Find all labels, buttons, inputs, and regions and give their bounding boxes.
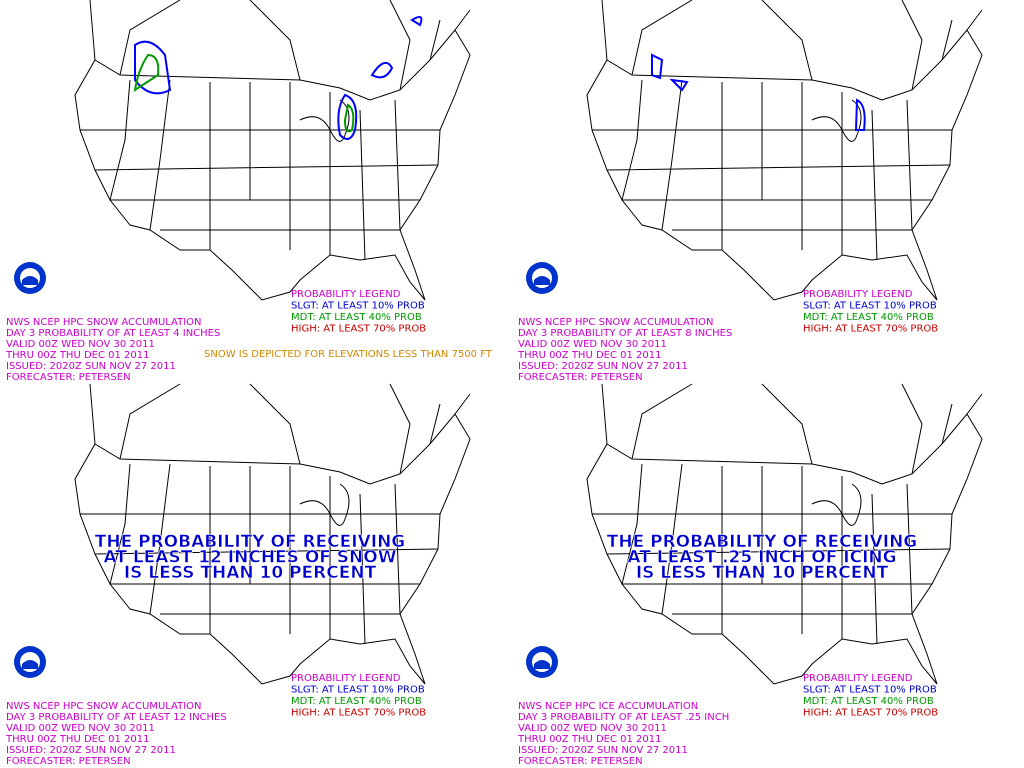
- legend-entry: MDT: AT LEAST 40% PROB: [803, 312, 934, 323]
- legend-entry: HIGH: AT LEAST 70% PROB: [803, 708, 938, 719]
- noaa-logo: [526, 646, 558, 678]
- forecast-info: NWS NCEP HPC SNOW ACCUMULATION: [518, 317, 714, 328]
- forecast-info: FORECASTER: PETERSEN: [6, 756, 131, 767]
- forecast-info: NWS NCEP HPC SNOW ACCUMULATION: [6, 317, 202, 328]
- forecast-info: VALID 00Z WED NOV 30 2011: [6, 339, 155, 350]
- legend-entry: HIGH: AT LEAST 70% PROB: [291, 708, 426, 719]
- forecast-info: VALID 00Z WED NOV 30 2011: [518, 723, 667, 734]
- slight-area: [651, 53, 866, 131]
- legend-title: PROBABILITY LEGEND: [291, 289, 401, 300]
- legend-entry: SLGT: AT LEAST 10% PROB: [291, 301, 425, 312]
- probability-message: THE PROBABILITY OF RECEIVING: [607, 532, 918, 552]
- legend-title: PROBABILITY LEGEND: [803, 673, 913, 684]
- probability-message: AT LEAST .25 INCH OF ICING: [627, 548, 896, 568]
- legend-entry: MDT: AT LEAST 40% PROB: [291, 696, 422, 707]
- forecast-info: NWS NCEP HPC ICE ACCUMULATION: [518, 701, 698, 712]
- forecast-info: DAY 3 PROBABILITY OF AT LEAST 12 INCHES: [6, 712, 227, 723]
- moderate-area: [133, 53, 355, 133]
- forecast-info: DAY 3 PROBABILITY OF AT LEAST .25 INCH: [518, 712, 729, 723]
- probability-message: THE PROBABILITY OF RECEIVING: [95, 532, 406, 552]
- probability-message: IS LESS THAN 10 PERCENT: [636, 563, 889, 583]
- slight-area: [134, 15, 423, 140]
- probability-message: AT LEAST 12 INCHES OF SNOW: [104, 548, 397, 568]
- forecast-info: ISSUED: 2020Z SUN NOV 27 2011: [518, 745, 688, 756]
- us-map: [586, 0, 983, 301]
- forecast-info: FORECASTER: PETERSEN: [518, 756, 643, 767]
- forecast-info: DAY 3 PROBABILITY OF AT LEAST 4 INCHES: [6, 328, 220, 339]
- elevation-note: SNOW IS DEPICTED FOR ELEVATIONS LESS THA…: [204, 349, 493, 360]
- forecast-info: ISSUED: 2020Z SUN NOV 27 2011: [6, 745, 176, 756]
- probability-message: IS LESS THAN 10 PERCENT: [124, 563, 377, 583]
- forecast-info: THRU 00Z THU DEC 01 2011: [5, 734, 150, 745]
- noaa-logo: [14, 646, 46, 678]
- forecast-info: VALID 00Z WED NOV 30 2011: [6, 723, 155, 734]
- forecast-info: VALID 00Z WED NOV 30 2011: [518, 339, 667, 350]
- legend-entry: SLGT: AT LEAST 10% PROB: [803, 685, 937, 696]
- forecast-info: DAY 3 PROBABILITY OF AT LEAST 8 INCHES: [518, 328, 732, 339]
- forecast-info: THRU 00Z THU DEC 01 2011: [517, 734, 662, 745]
- forecast-info: ISSUED: 2020Z SUN NOV 27 2011: [6, 361, 176, 372]
- legend-entry: HIGH: AT LEAST 70% PROB: [291, 324, 426, 335]
- legend-title: PROBABILITY LEGEND: [291, 673, 401, 684]
- noaa-logo: [526, 262, 558, 294]
- forecast-info: ISSUED: 2020Z SUN NOV 27 2011: [518, 361, 688, 372]
- legend-entry: SLGT: AT LEAST 10% PROB: [803, 301, 937, 312]
- forecast-info: THRU 00Z THU DEC 01 2011: [517, 350, 662, 361]
- forecast-info: THRU 00Z THU DEC 01 2011: [5, 350, 150, 361]
- legend-entry: SLGT: AT LEAST 10% PROB: [291, 685, 425, 696]
- forecast-info: FORECASTER: PETERSEN: [518, 372, 643, 383]
- noaa-logo: [14, 262, 46, 294]
- legend-entry: MDT: AT LEAST 40% PROB: [803, 696, 934, 707]
- legend-entry: HIGH: AT LEAST 70% PROB: [803, 324, 938, 335]
- legend-entry: MDT: AT LEAST 40% PROB: [291, 312, 422, 323]
- forecast-info: NWS NCEP HPC SNOW ACCUMULATION: [6, 701, 202, 712]
- legend-title: PROBABILITY LEGEND: [803, 289, 913, 300]
- forecast-info: FORECASTER: PETERSEN: [6, 372, 131, 383]
